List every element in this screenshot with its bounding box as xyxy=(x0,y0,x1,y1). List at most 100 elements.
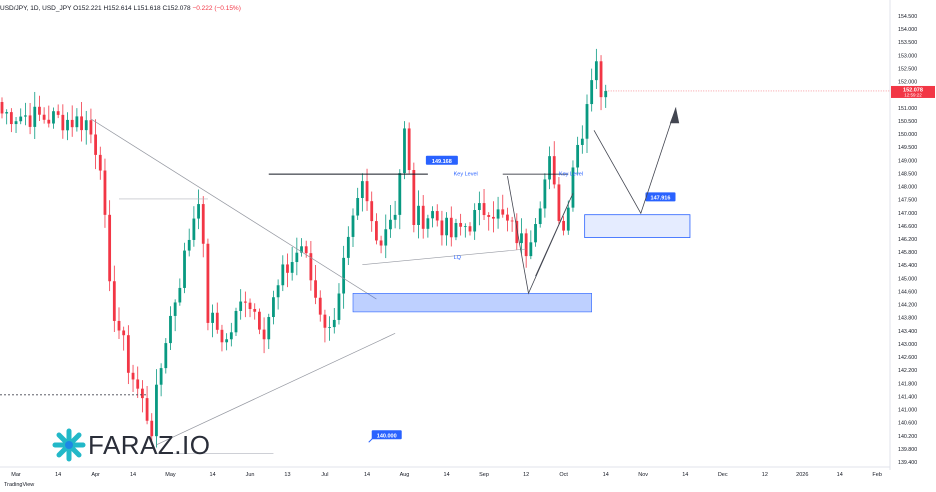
candle-body xyxy=(585,104,589,139)
x-tick-label: 14 xyxy=(682,472,688,478)
candle-body xyxy=(417,205,420,225)
candle-body xyxy=(529,242,533,257)
y-tick-label: 153.500 xyxy=(898,40,917,46)
candle-body xyxy=(75,116,79,128)
upper-demand-zone xyxy=(584,214,691,238)
candle-body xyxy=(435,211,439,221)
candle-body xyxy=(599,61,603,98)
candle-body xyxy=(187,239,191,251)
starburst-logo-icon xyxy=(52,428,86,462)
candle-body xyxy=(454,222,458,238)
candle-body xyxy=(66,119,69,131)
ohlc-high: H152.614 xyxy=(103,5,132,12)
y-tick-label: 148.000 xyxy=(898,185,917,191)
candle-body xyxy=(431,211,434,219)
candle-body xyxy=(323,314,327,328)
x-tick-label: 13 xyxy=(284,472,290,478)
candle-body xyxy=(201,204,205,244)
candle-body xyxy=(304,246,308,254)
candle-body xyxy=(379,240,383,246)
ohlc-close: C152.078 xyxy=(162,5,191,12)
candle-body xyxy=(52,111,55,124)
candle-body xyxy=(449,217,453,238)
y-tick-label: 145.800 xyxy=(898,250,917,256)
candle-body xyxy=(318,297,322,315)
candle-body xyxy=(594,61,598,81)
candle-body xyxy=(169,315,172,344)
triangle-lower-line xyxy=(156,333,396,446)
candle-body xyxy=(365,181,369,202)
candle-body xyxy=(351,215,355,237)
candle-body xyxy=(98,154,102,171)
x-tick-label: 14 xyxy=(364,472,370,478)
candle-body xyxy=(145,398,149,421)
candle-body xyxy=(473,210,477,232)
candle-body xyxy=(276,285,280,298)
candle-body xyxy=(286,264,289,273)
candle-body xyxy=(389,219,392,230)
ohlc-change: −0.222 (−0.15%) xyxy=(192,5,241,12)
projection-path xyxy=(593,107,677,215)
lower-demand-zone xyxy=(352,293,592,313)
candle-body xyxy=(501,209,505,215)
x-tick-label: 14 xyxy=(444,472,450,478)
candle-body xyxy=(393,214,397,220)
x-tick-label: Jul xyxy=(321,472,328,478)
projection-arrow-head xyxy=(669,107,680,124)
y-tick-label: 153.000 xyxy=(898,53,917,59)
current-price-badge xyxy=(891,85,935,98)
candle-body xyxy=(520,233,523,244)
x-tick-label: Dec xyxy=(718,472,728,478)
candle-body xyxy=(445,217,448,236)
y-tick-label: 142.200 xyxy=(898,368,917,374)
candle-body xyxy=(248,302,252,310)
candle-body xyxy=(552,156,556,185)
y-tick-label: 146.200 xyxy=(898,237,917,243)
candle-body xyxy=(117,320,121,331)
candle-body xyxy=(192,218,196,240)
candle-body xyxy=(281,264,285,286)
y-tick-label: 148.500 xyxy=(898,171,917,177)
candle-body xyxy=(61,114,65,131)
candle-body xyxy=(234,310,238,333)
candle-body xyxy=(337,293,341,320)
candle-body xyxy=(131,372,135,380)
candle-body xyxy=(543,179,547,209)
y-tick-label: 143.800 xyxy=(898,316,917,322)
candle-body xyxy=(557,184,561,221)
candle-body xyxy=(89,120,93,135)
candle-body xyxy=(421,205,425,229)
x-tick-label: 14 xyxy=(603,472,609,478)
candle-body xyxy=(360,181,364,198)
candle-body xyxy=(0,102,4,114)
candle-body xyxy=(136,379,140,389)
y-tick-label: 145.000 xyxy=(898,276,917,282)
candle-body xyxy=(506,214,509,221)
candle-body xyxy=(28,115,32,127)
x-tick-label: Feb xyxy=(872,472,881,478)
candle-body xyxy=(477,203,481,211)
candle-body xyxy=(206,243,210,323)
candle-body xyxy=(604,90,608,98)
x-tick-label: 14 xyxy=(837,472,843,478)
candle-body xyxy=(24,115,27,117)
key-level-price-badge xyxy=(425,155,458,165)
candle-body xyxy=(590,80,594,105)
candle-body xyxy=(5,112,9,114)
y-tick-label: 150.000 xyxy=(898,132,917,138)
x-tick-label: May xyxy=(165,472,176,478)
candle-body xyxy=(211,312,214,323)
candle-body xyxy=(463,226,467,228)
y-tick-label: 146.600 xyxy=(898,224,917,230)
candle-body xyxy=(375,221,378,241)
x-tick-label: Mar xyxy=(11,472,21,478)
key-level-price-label: 149.168 xyxy=(432,159,452,165)
y-tick-label: 147.500 xyxy=(898,198,917,204)
candle-body xyxy=(314,280,317,298)
y-tick-label: 141.000 xyxy=(898,408,917,414)
candle-body xyxy=(14,121,18,125)
ohlc-low: L151.618 xyxy=(133,5,161,12)
candle-body xyxy=(272,297,275,318)
candle-body xyxy=(159,368,163,385)
